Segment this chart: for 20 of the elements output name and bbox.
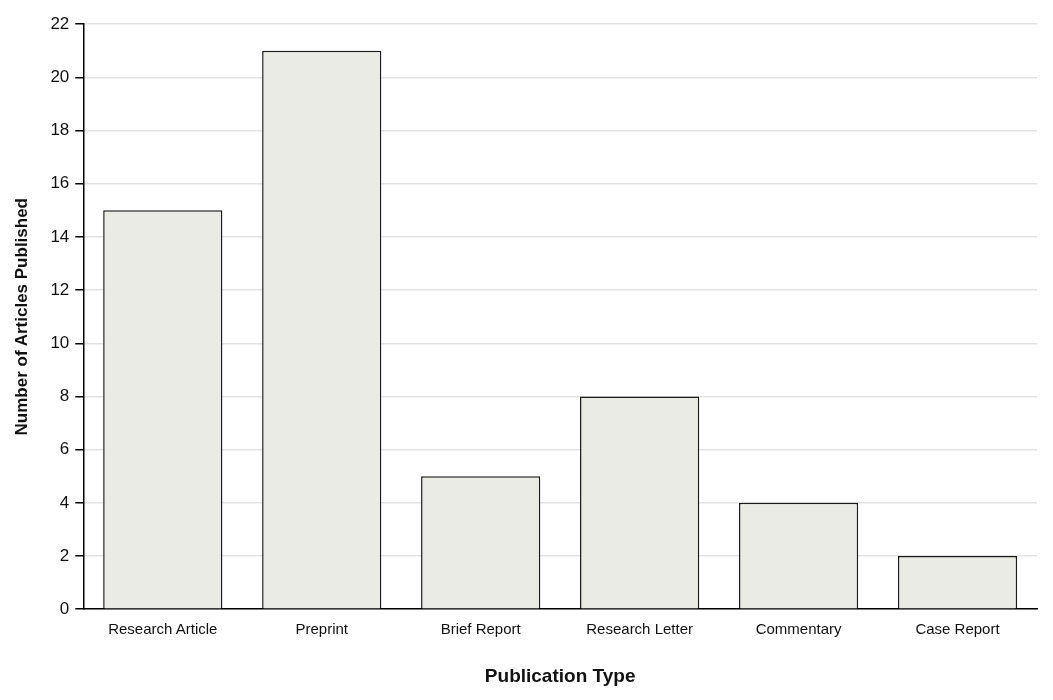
y-tick-label: 0	[59, 598, 70, 618]
y-tick-label: 22	[50, 13, 70, 33]
y-tick-label: 2	[59, 545, 70, 565]
y-tick-label: 4	[59, 492, 70, 512]
y-tick-label: 6	[59, 439, 70, 459]
x-tick-label: Research Article	[108, 620, 218, 638]
x-tick-label: Preprint	[295, 620, 349, 638]
y-tick-label: 14	[50, 226, 70, 246]
x-tick-label: Commentary	[755, 620, 842, 638]
y-axis-title: Number of Articles Published	[11, 197, 31, 436]
y-tick-label: 20	[50, 67, 70, 87]
x-tick-label: Brief Report	[440, 620, 522, 638]
x-tick-label: Case Report	[915, 620, 1001, 638]
x-axis-title: Publication Type	[484, 664, 636, 686]
y-tick-label: 18	[50, 120, 70, 140]
y-tick-label: 10	[50, 332, 70, 352]
y-tick-label: 8	[59, 386, 70, 406]
x-tick-label: Research Letter	[586, 620, 693, 638]
y-tick-label: 12	[50, 279, 70, 299]
y-tick-label: 16	[50, 173, 70, 193]
